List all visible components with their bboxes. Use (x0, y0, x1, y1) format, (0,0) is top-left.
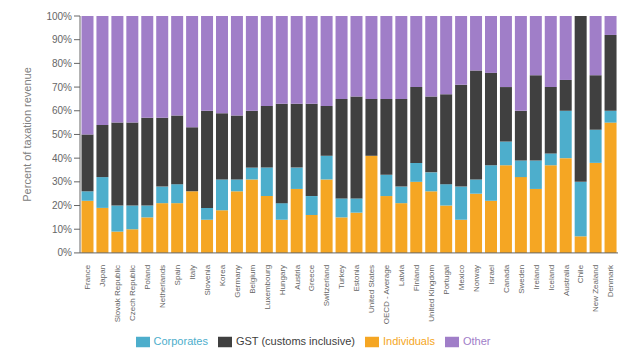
svg-text:Iceland: Iceland (547, 265, 556, 291)
svg-text:Korea: Korea (218, 264, 227, 286)
svg-text:Spain: Spain (173, 265, 182, 285)
svg-text:Latvia: Latvia (397, 264, 406, 286)
svg-text:Greece: Greece (307, 264, 316, 291)
svg-text:Turkey: Turkey (337, 265, 346, 289)
svg-text:Luxembourg: Luxembourg (263, 265, 272, 309)
svg-text:Italy: Italy (188, 265, 197, 280)
svg-text:Sweden: Sweden (517, 265, 526, 294)
svg-text:30%: 30% (52, 176, 72, 187)
svg-text:60%: 60% (52, 105, 72, 116)
svg-text:Estonia: Estonia (352, 264, 361, 291)
svg-text:Percent of taxation revenue: Percent of taxation revenue (21, 67, 33, 202)
svg-text:10%: 10% (52, 224, 72, 235)
svg-text:90%: 90% (52, 34, 72, 45)
svg-text:Finland: Finland (412, 265, 421, 291)
html-text:Individuals: Individuals (383, 334, 435, 347)
svg-text:United States: United States (367, 265, 376, 313)
html-text:Other: Other (462, 334, 491, 347)
svg-text:Australia: Australia (561, 264, 570, 296)
svg-text:100%: 100% (46, 11, 72, 22)
svg-text:0%: 0% (58, 247, 73, 258)
svg-text:50%: 50% (52, 129, 72, 140)
svg-text:Mexico: Mexico (457, 264, 466, 290)
svg-text:20%: 20% (52, 200, 72, 211)
svg-text:OECD - Average: OECD - Average (382, 264, 391, 324)
svg-text:Austria: Austria (292, 264, 301, 289)
svg-text:Slovenia: Slovenia (203, 264, 212, 295)
svg-text:Israel: Israel (487, 265, 496, 285)
svg-text:Switzerland: Switzerland (322, 265, 331, 306)
svg-text:Portugal: Portugal (442, 265, 451, 295)
svg-text:Slovak Republic: Slovak Republic (113, 265, 122, 322)
html-text:Corporates: Corporates (153, 334, 208, 347)
html-text:GST (customs inclusive): GST (customs inclusive) (236, 334, 355, 347)
svg-text:Ireland: Ireland (532, 265, 541, 289)
svg-text:United Kingdom: United Kingdom (427, 265, 436, 322)
svg-text:Japan: Japan (98, 265, 107, 287)
svg-text:Canada: Canada (502, 264, 511, 293)
svg-text:Netherlands: Netherlands (158, 265, 167, 308)
svg-text:New Zealand: New Zealand (591, 265, 600, 312)
svg-text:Norway: Norway (472, 265, 481, 292)
svg-text:Germany: Germany (233, 265, 242, 298)
svg-text:Belgium: Belgium (248, 265, 257, 294)
svg-text:40%: 40% (52, 153, 72, 164)
svg-text:Chile: Chile (576, 264, 585, 283)
svg-text:Poland: Poland (143, 265, 152, 290)
svg-text:Czech Republic: Czech Republic (128, 265, 137, 321)
svg-text:France: France (83, 264, 92, 289)
svg-text:Denmark: Denmark (606, 264, 615, 297)
svg-text:Hungary: Hungary (278, 265, 287, 295)
svg-text:70%: 70% (52, 82, 72, 93)
svg-text:80%: 80% (52, 58, 72, 69)
